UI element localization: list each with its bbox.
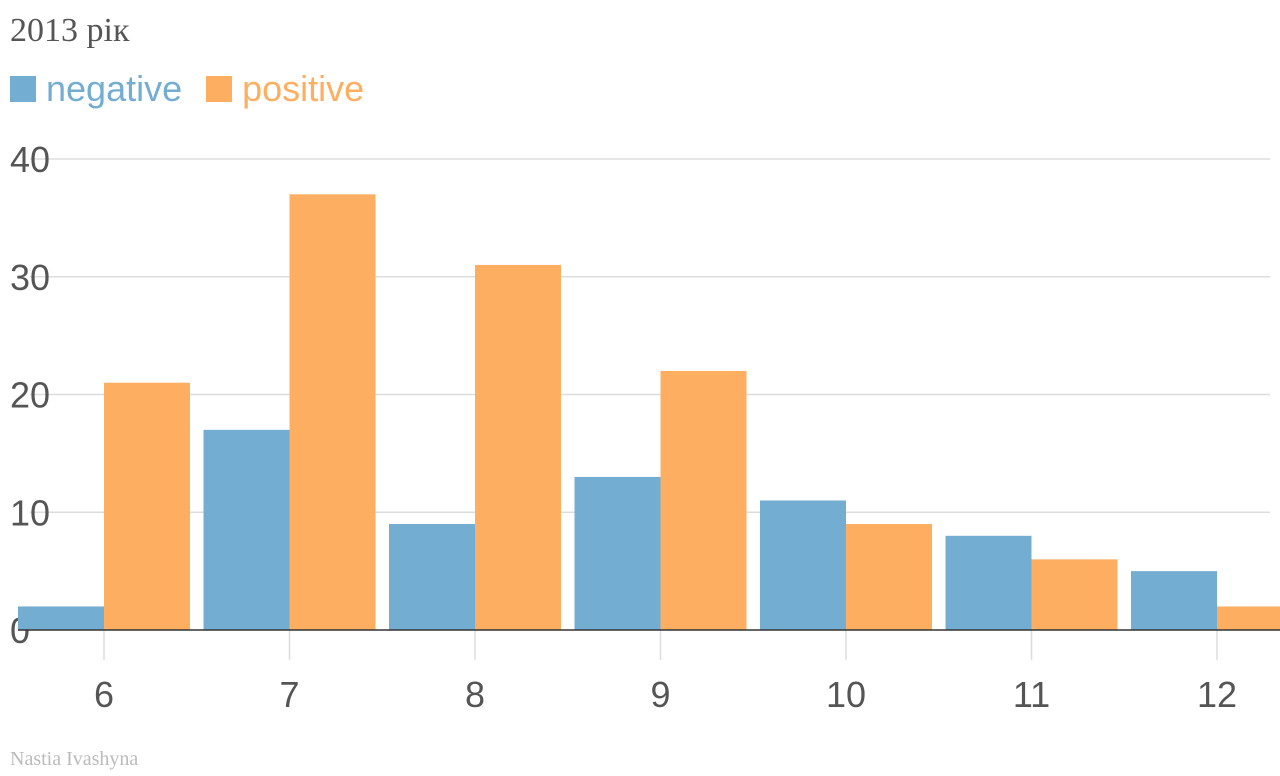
x-tick-label: 6	[94, 674, 114, 715]
bar-positive	[660, 370, 747, 630]
y-tick-label: 40	[10, 139, 50, 180]
x-tick-label: 7	[279, 674, 299, 715]
x-tick-label: 12	[1197, 674, 1237, 715]
bar-negative	[18, 606, 104, 630]
legend-label-positive: positive	[242, 68, 365, 109]
x-tick-label: 9	[650, 674, 670, 715]
bar-positive	[475, 264, 561, 630]
legend: negative positive	[10, 68, 388, 110]
bar-negative	[760, 500, 846, 630]
bar-negative	[1131, 571, 1217, 630]
bar-positive	[1217, 606, 1280, 630]
x-tick-label: 8	[465, 674, 485, 715]
bar-positive	[289, 194, 376, 630]
legend-item-negative: negative	[10, 68, 182, 110]
chart-title: 2013 рік	[10, 12, 130, 49]
y-tick-label: 20	[10, 375, 50, 416]
bar-negative	[203, 429, 290, 630]
legend-swatch-negative	[10, 76, 36, 102]
y-tick-label: 30	[10, 257, 50, 298]
x-tick-label: 10	[826, 674, 866, 715]
y-tick-label: 10	[10, 492, 50, 533]
bar-negative	[389, 524, 475, 630]
bar-negative	[945, 535, 1032, 630]
x-tick-label: 11	[1013, 674, 1050, 715]
bar-positive	[846, 524, 932, 630]
bar-positive	[104, 382, 190, 630]
legend-swatch-positive	[206, 76, 233, 102]
bar-negative	[574, 476, 661, 630]
bar-positive	[1031, 559, 1118, 630]
credit: Nastia Ivashyna	[10, 748, 139, 770]
legend-label-negative: negative	[46, 68, 183, 109]
legend-item-positive: positive	[206, 68, 364, 110]
